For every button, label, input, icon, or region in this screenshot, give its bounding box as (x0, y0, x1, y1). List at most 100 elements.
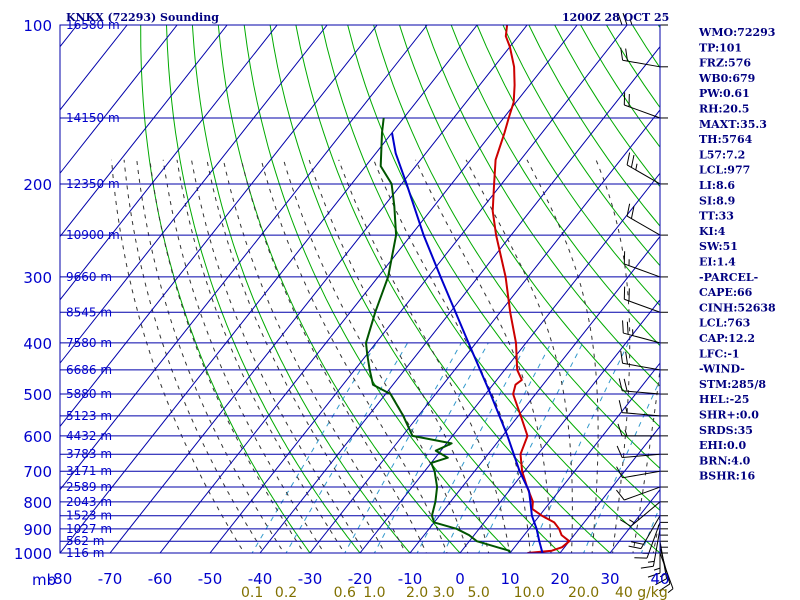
wind-barb (616, 466, 668, 479)
chart-title: KNKX (72293) Sounding (66, 11, 219, 24)
index-item: -WIND- (699, 363, 745, 376)
isotherm-line (159, 25, 578, 553)
dry-adiabat (502, 25, 660, 267)
dewpoint-line (365, 117, 511, 553)
height-label: 5123 m (66, 409, 112, 423)
y-tick-label: 200 (23, 176, 52, 194)
index-item: LCL:977 (699, 164, 750, 177)
mixing-ratio-line (443, 342, 552, 553)
index-item: TP:101 (699, 41, 742, 54)
x-tick-label: -80 (48, 570, 73, 588)
mixing-ratio-label: 0.6 (334, 585, 356, 600)
mixing-ratio-label: 0.1 (241, 585, 263, 600)
index-item: SW:51 (699, 240, 738, 253)
isotherm-line (459, 299, 660, 553)
parcel-line (391, 132, 544, 553)
isotherm-line (309, 109, 660, 553)
moist-adiabat (526, 159, 599, 553)
indices-panel: WMO:72293 TP:101 FRZ:576 WB0:679 PW:0.61 RH:2… (698, 26, 776, 483)
x-tick-label: 30 (600, 570, 619, 588)
isotherm-line (259, 45, 660, 553)
dry-adiabat (554, 25, 660, 188)
mixing-ratio-label: 20.0 (568, 585, 599, 600)
isotherm-line (60, 25, 228, 238)
wind-barb (620, 47, 668, 68)
isotherm-line (559, 425, 660, 553)
isotherm-line (60, 25, 328, 364)
wind-barb (640, 528, 668, 569)
moist-adiabat (206, 159, 386, 553)
index-item: WB0:679 (698, 72, 755, 85)
x-tick-label: -70 (98, 570, 123, 588)
index-item: RH:20.5 (699, 103, 749, 116)
height-label: 7580 m (66, 336, 112, 350)
dry-adiabat (166, 25, 361, 553)
index-item: CAPE:66 (699, 286, 753, 299)
y-tick-label: 300 (23, 269, 52, 287)
y-tick-label: 100 (23, 17, 52, 35)
dry-adiabat (788, 25, 800, 564)
mixing-ratio-label: 1.0 (363, 585, 385, 600)
dry-adiabat (450, 25, 660, 347)
dry-adiabat (140, 25, 311, 553)
index-item: BRN:4.0 (699, 454, 751, 467)
height-label: 8545 m (66, 305, 112, 319)
isotherm-line (60, 25, 178, 175)
dry-adiabat (243, 25, 511, 553)
mixing-ratio-label: 2.0 (406, 585, 428, 600)
dry-adiabat (476, 25, 660, 307)
wind-barb (622, 320, 668, 344)
height-label: 2589 m (66, 480, 112, 494)
chart-time: 1200Z 28 OCT 25 (562, 11, 669, 24)
height-label: 14150 m (66, 111, 120, 125)
mixing-ratio-label: 10.0 (514, 585, 545, 600)
dry-adiabat (191, 25, 411, 553)
plot-frame (59, 24, 661, 554)
index-item: LI:8.6 (699, 179, 735, 192)
moist-adiabat (338, 159, 511, 553)
height-label: 12350 m (66, 177, 120, 191)
isotherm-line (109, 25, 528, 553)
isotherm-line (60, 25, 278, 301)
dry-adiabat (424, 25, 660, 387)
wind-barb (626, 203, 668, 236)
wind-barb (616, 445, 668, 459)
mixing-ratio-label: 3.0 (432, 585, 454, 600)
isotherm-line (60, 25, 478, 553)
background-lines (111, 25, 800, 564)
x-tick-label: -50 (198, 570, 223, 588)
isotherm-line (409, 235, 660, 553)
y-axis-label: mb (32, 571, 56, 589)
index-item: EI:1.4 (699, 256, 736, 269)
height-label: 3171 m (66, 464, 112, 478)
wind-barb (618, 378, 668, 395)
index-item: CAP:12.2 (699, 332, 755, 345)
dry-adiabat (373, 25, 660, 470)
mixing-ratio-label: 5.0 (467, 585, 489, 600)
index-item: SRDS:35 (699, 424, 753, 437)
mixing-ratio-label: 40 g/kg (615, 585, 668, 600)
index-item: SHR+:0.0 (699, 409, 759, 422)
x-tick-label: 10 (500, 570, 519, 588)
index-item: KI:4 (699, 225, 726, 238)
wind-barb (623, 251, 668, 278)
x-tick-label: 40 (650, 570, 669, 588)
x-tick-label: 20 (550, 570, 569, 588)
moist-adiabat (149, 159, 305, 553)
dry-adiabat (269, 25, 561, 553)
isotherm-line (60, 25, 428, 491)
index-item: CINH:52638 (699, 301, 776, 314)
wind-barb (616, 486, 668, 501)
height-label: 9660 m (66, 270, 112, 284)
index-item: -PARCEL- (699, 271, 758, 284)
dry-adiabat (347, 25, 660, 512)
series-layer (365, 25, 571, 553)
isotherm-line (359, 172, 660, 553)
height-label: 3783 m (66, 447, 112, 461)
height-label: 2043 m (66, 495, 112, 509)
height-label: 5880 m (66, 387, 112, 401)
moist-adiabat (283, 159, 469, 553)
moist-adiabat (373, 159, 531, 553)
mixing-ratio-line (478, 342, 584, 553)
